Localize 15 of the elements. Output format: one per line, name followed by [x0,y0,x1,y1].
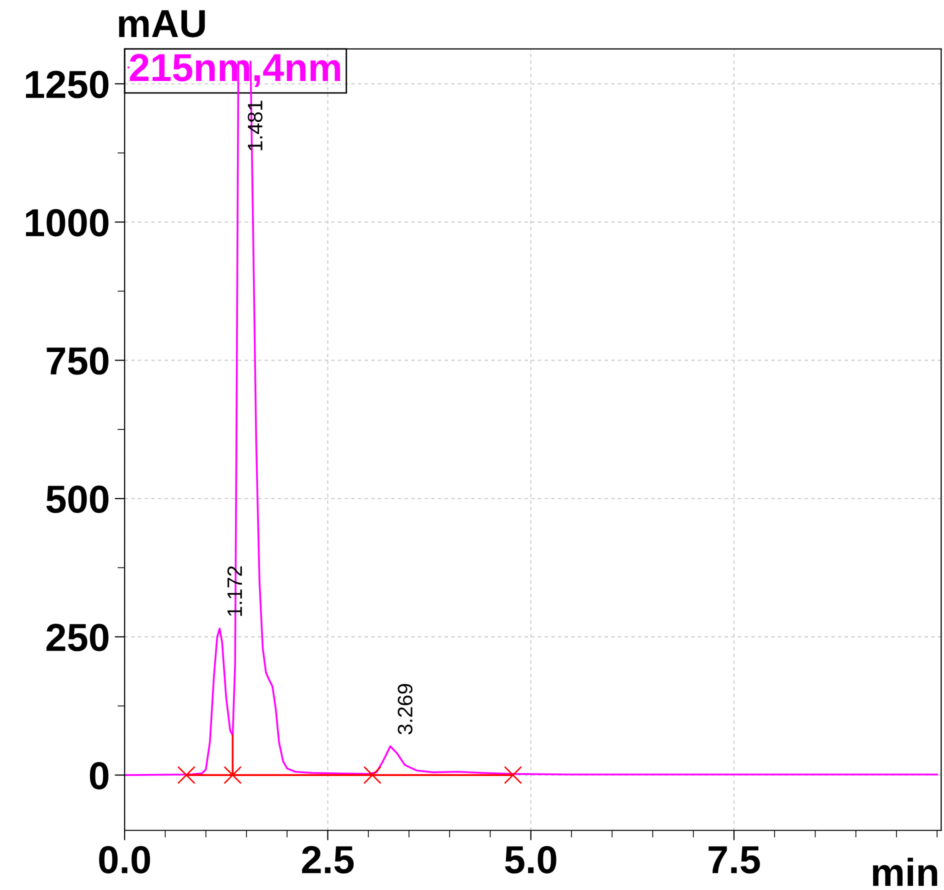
annotation: 3.269 [398,684,412,734]
y-axis-title: mAU [119,10,205,38]
y-tick-label: 500 [46,485,108,514]
annotation: 1.481 [248,100,262,150]
x-tick-label: 2.5 [302,846,354,874]
y-tick-label: 750 [46,347,108,375]
x-tick-label: 5.0 [505,846,556,874]
annotation: 1.172 [227,566,242,616]
x-tick-label: 7.5 [708,846,760,874]
y-tick-label: 1000 [26,208,108,237]
y-tick-label: 250 [46,624,108,652]
x-tick-label: 0.0 [99,846,150,874]
y-tick-label: 1250 [26,70,108,98]
x-axis-title: min [872,858,938,886]
y-tick-label: 0 [90,762,108,790]
